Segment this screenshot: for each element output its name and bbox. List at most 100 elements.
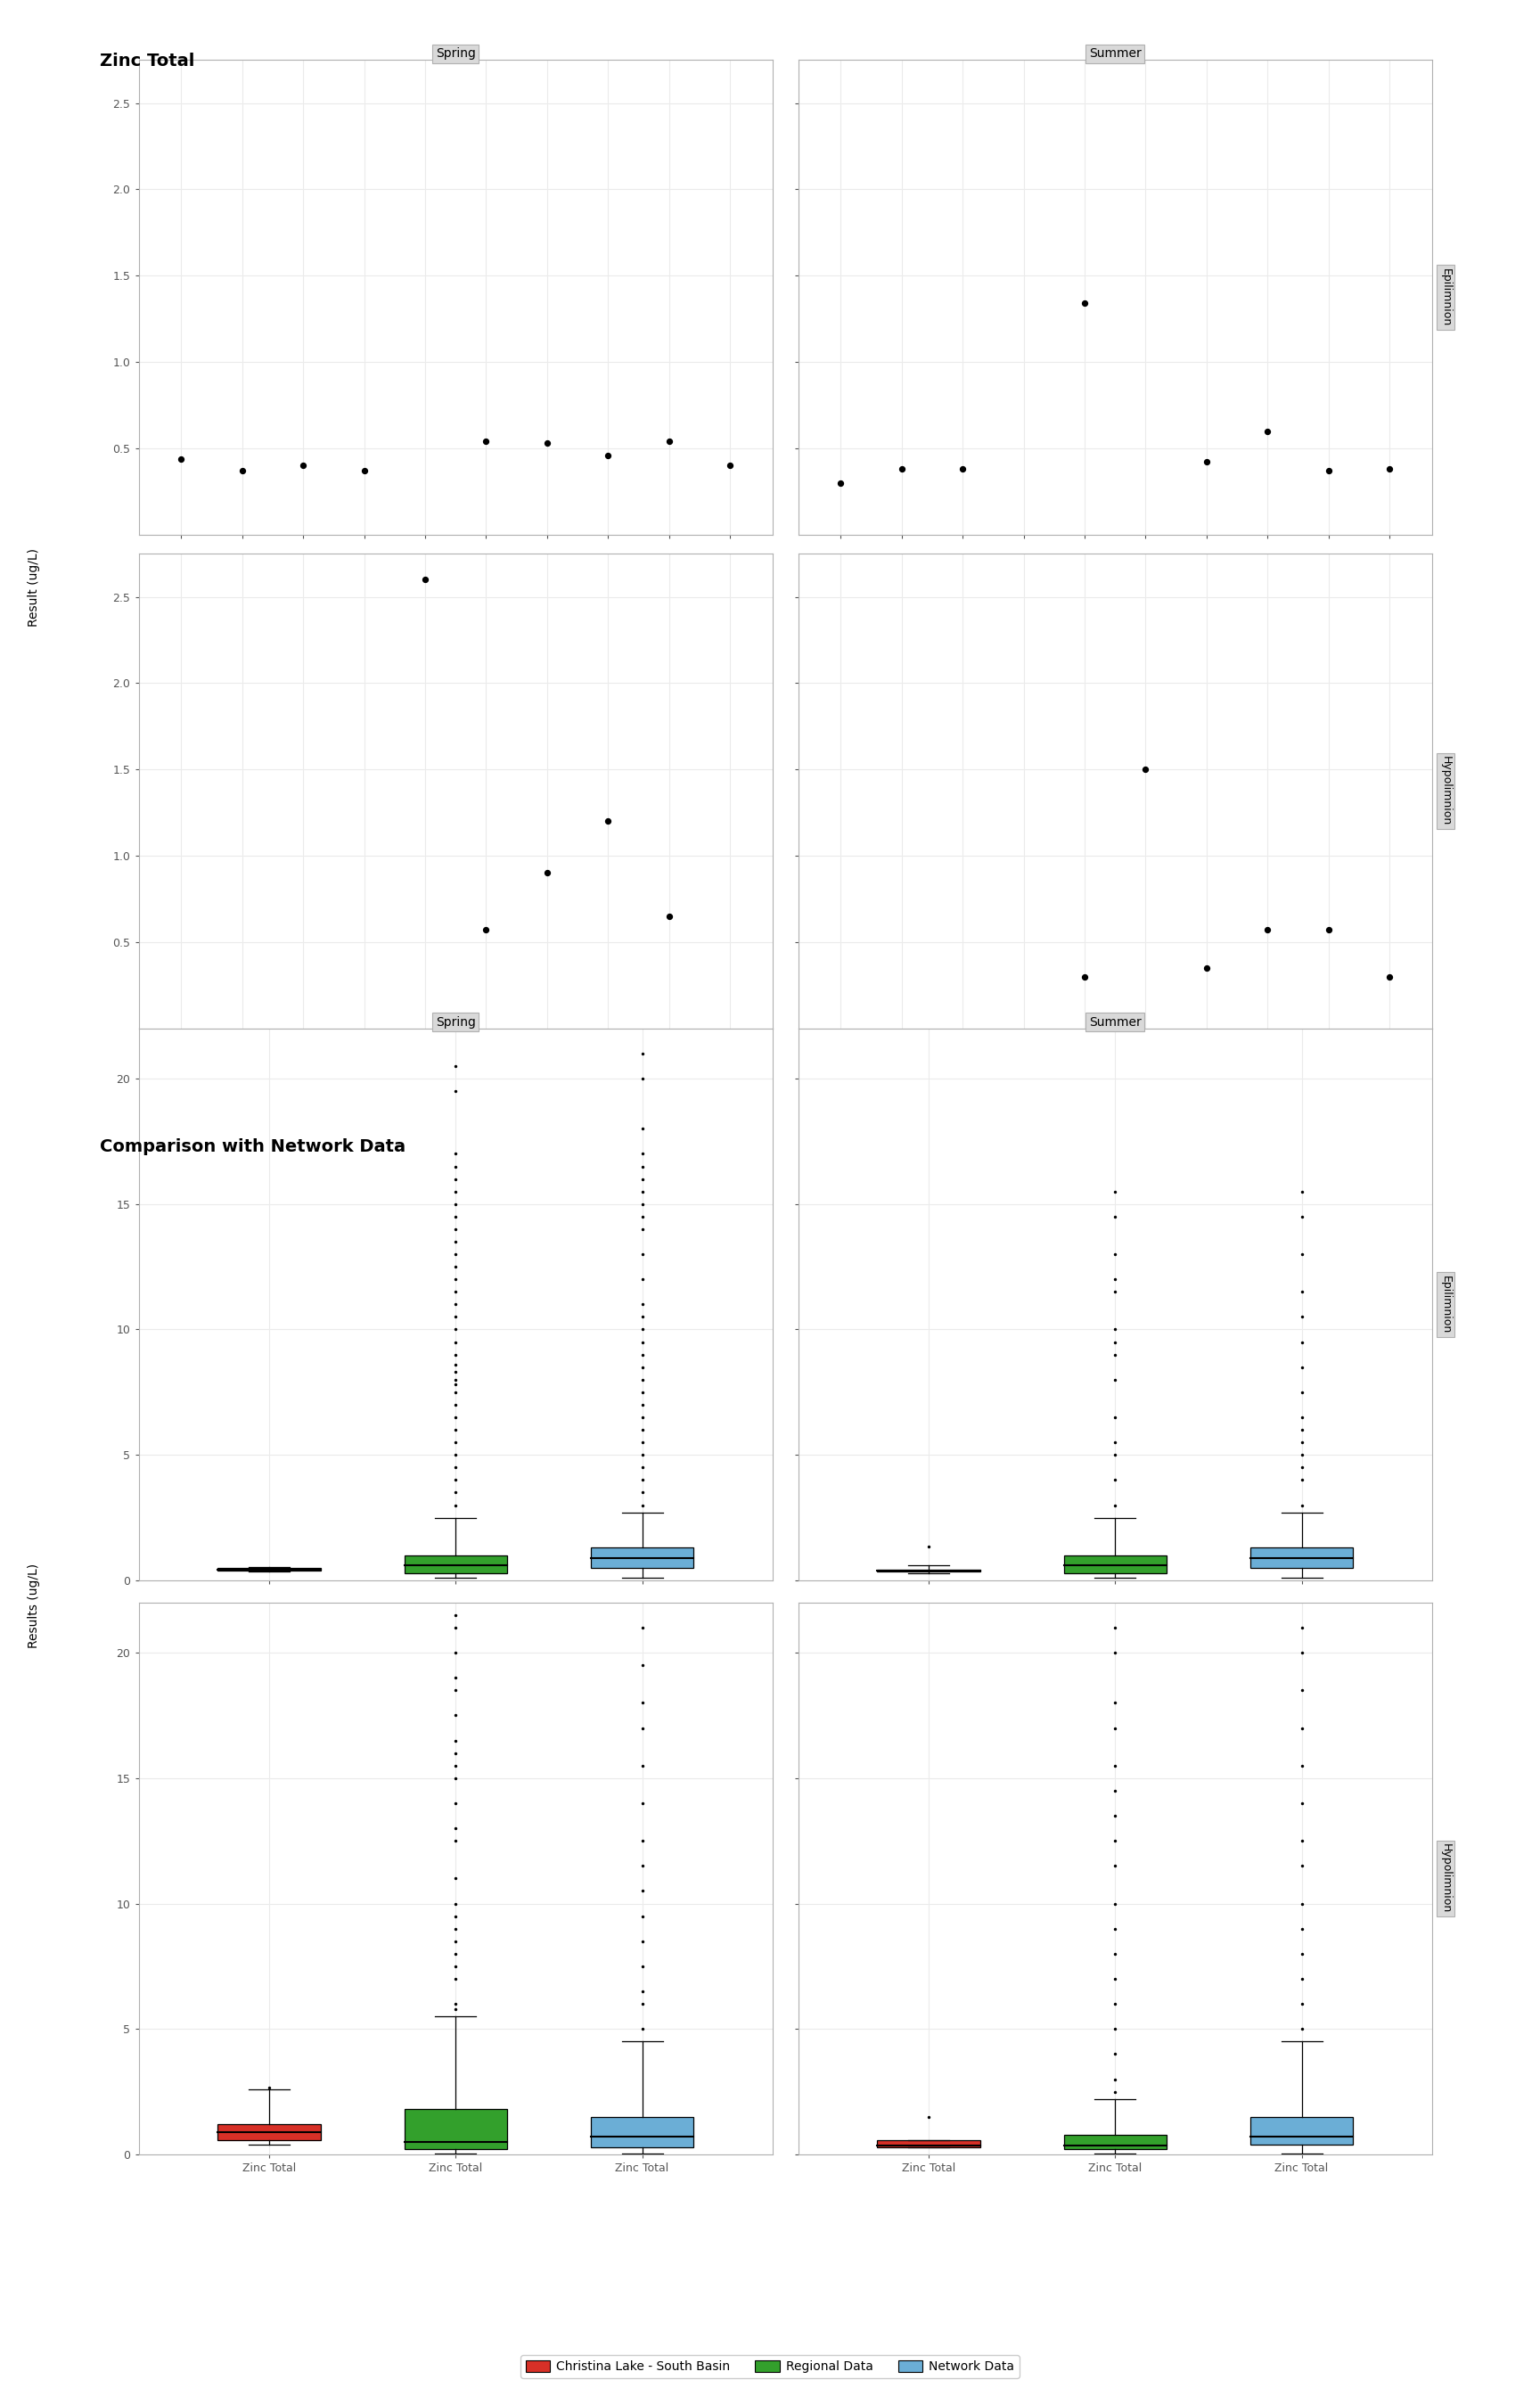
Point	[444, 1859, 468, 1898]
Point	[630, 1984, 654, 2022]
Point	[1072, 285, 1096, 323]
Point	[444, 1222, 468, 1260]
Point	[630, 1435, 654, 1474]
Point	[1103, 2061, 1127, 2099]
Point	[444, 1747, 468, 1785]
Point	[1103, 1335, 1127, 1373]
Point	[630, 1136, 654, 1174]
Point	[630, 1972, 654, 2010]
Text: Comparison with Network Data: Comparison with Network Data	[100, 1138, 407, 1155]
Point	[718, 446, 742, 484]
Point	[1289, 1198, 1314, 1236]
Point	[444, 1354, 468, 1392]
Point	[1103, 1323, 1127, 1361]
Point	[630, 1486, 654, 1524]
Point	[444, 1608, 468, 1646]
Point	[444, 1883, 468, 1922]
Point	[534, 424, 559, 462]
Point	[630, 1260, 654, 1299]
Point	[630, 1323, 654, 1361]
Point	[1103, 1821, 1127, 1859]
Point	[444, 1670, 468, 1708]
Point	[1103, 1797, 1127, 1835]
Point	[444, 1596, 468, 1634]
Bar	[217, 2125, 320, 2140]
Point	[630, 1234, 654, 1272]
Point	[444, 1720, 468, 1759]
Point	[596, 436, 621, 474]
Point	[444, 1210, 468, 1248]
Point	[444, 1634, 468, 1672]
Text: Spring: Spring	[436, 1016, 476, 1028]
Point	[1103, 1910, 1127, 1948]
Bar	[405, 1555, 507, 1572]
Point	[630, 1035, 654, 1073]
Point	[630, 1299, 654, 1337]
Bar	[591, 1548, 693, 1567]
Point	[630, 1447, 654, 1486]
Point	[444, 1821, 468, 1859]
Point	[1103, 1708, 1127, 1747]
Point	[1289, 1234, 1314, 1272]
Point	[444, 1323, 468, 1361]
Point	[1255, 910, 1280, 949]
Bar	[591, 2116, 693, 2147]
Point	[444, 1198, 468, 1236]
Y-axis label: Hypolimnion: Hypolimnion	[1440, 1843, 1451, 1914]
Point	[1289, 2010, 1314, 2049]
Point	[1103, 1399, 1127, 1438]
Point	[1289, 1747, 1314, 1785]
Point	[444, 1172, 468, 1210]
Point	[630, 1898, 654, 1936]
Point	[444, 1260, 468, 1299]
Point	[1103, 1934, 1127, 1972]
Point	[630, 1059, 654, 1097]
Point	[1289, 1373, 1314, 1411]
Point	[1103, 1172, 1127, 1210]
Point	[444, 1984, 468, 2022]
Point	[444, 1248, 468, 1287]
Point	[630, 1311, 654, 1349]
Point	[630, 1948, 654, 1986]
Y-axis label: Epilimnion: Epilimnion	[1440, 268, 1451, 326]
Point	[1289, 1634, 1314, 1672]
Point	[630, 1411, 654, 1450]
Text: Results (ug/L): Results (ug/L)	[28, 1562, 40, 1648]
Point	[444, 1136, 468, 1174]
Point	[1377, 450, 1401, 489]
Point	[444, 1462, 468, 1500]
Point	[444, 1234, 468, 1272]
Point	[630, 1608, 654, 1646]
Point	[1289, 1399, 1314, 1438]
Point	[630, 1646, 654, 1684]
Bar	[1250, 1548, 1354, 1567]
Point	[229, 450, 254, 489]
Point	[444, 1934, 468, 1972]
Point	[1103, 1361, 1127, 1399]
Point	[444, 1411, 468, 1450]
Point	[630, 1186, 654, 1224]
Point	[291, 446, 316, 484]
Point	[444, 1399, 468, 1438]
Point	[1133, 750, 1158, 788]
Point	[444, 1486, 468, 1524]
Text: Zinc Total: Zinc Total	[100, 53, 196, 69]
Text: Spring: Spring	[436, 48, 476, 60]
Bar	[1064, 1555, 1166, 1572]
Point	[1103, 1771, 1127, 1809]
Point	[1289, 1670, 1314, 1708]
Point	[1103, 1634, 1127, 1672]
Point	[444, 1366, 468, 1404]
Bar	[405, 2108, 507, 2149]
Point	[1289, 1984, 1314, 2022]
Text: Summer: Summer	[1089, 1016, 1141, 1028]
Point	[1103, 1435, 1127, 1474]
Point	[444, 1284, 468, 1323]
Point	[169, 438, 194, 477]
Point	[1289, 1821, 1314, 1859]
Point	[1317, 910, 1341, 949]
Point	[474, 422, 499, 460]
Point	[444, 1385, 468, 1423]
Point	[1103, 1272, 1127, 1311]
Point	[1103, 1423, 1127, 1462]
